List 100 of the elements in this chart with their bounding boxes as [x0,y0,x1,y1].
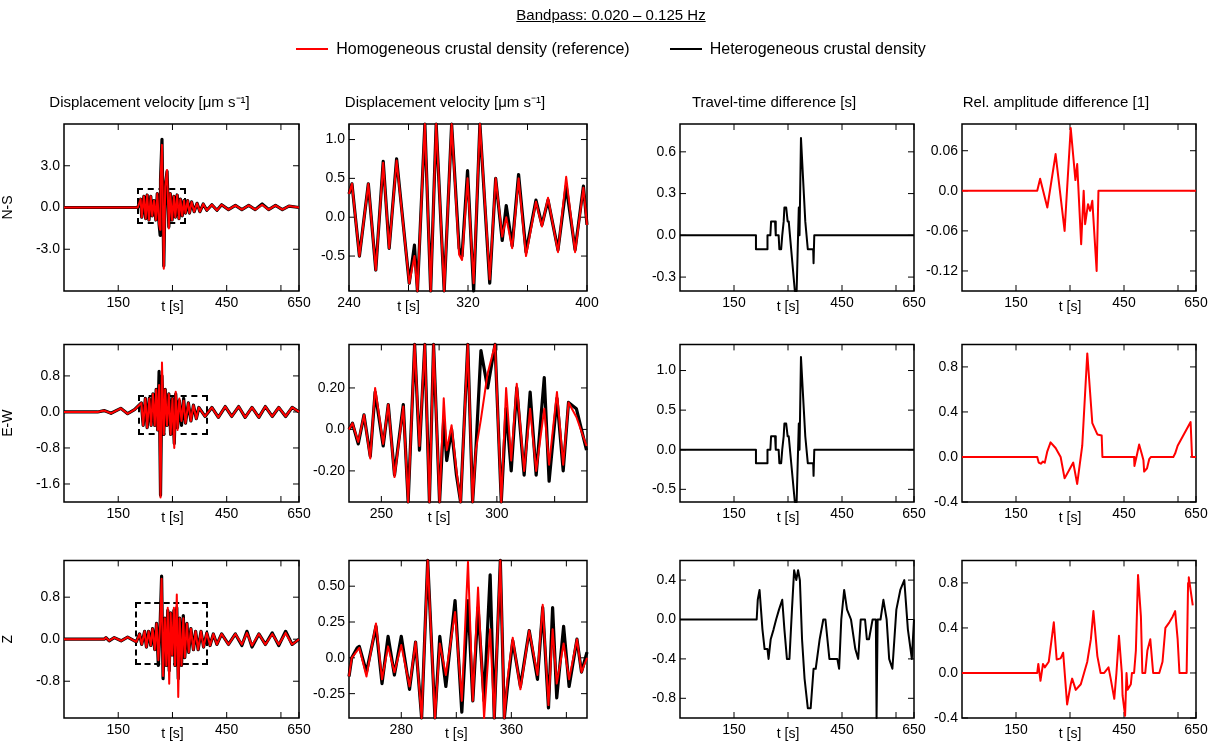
y-tick-label: -0.06 [926,221,959,238]
y-tick-label: 0.0 [938,447,959,464]
x-tick-label: 150 [722,721,746,738]
y-tick-label: 0.0 [40,630,61,647]
x-tick-label: 450 [215,721,239,738]
x-tick-label: 450 [1112,721,1136,738]
y-tick-label: -0.5 [320,246,346,263]
y-tick-label: -0.25 [313,684,346,701]
y-tick-label: 0.5 [656,400,677,417]
x-axis-title: t [s] [161,508,184,525]
legend-label: Homogeneous crustal density (reference) [336,40,630,58]
x-tick-label: 650 [1184,294,1208,311]
chart-title: Rel. amplitude difference [1] [962,93,1150,111]
x-axis-title: t [s] [776,297,800,314]
x-tick-label: 650 [287,505,311,522]
x-axis-title: t [s] [776,724,800,741]
y-tick-label: 0.06 [930,141,959,158]
x-axis-title: t [s] [1058,297,1082,314]
y-tick-label: 0.20 [317,378,346,395]
x-tick-label: 150 [106,721,131,738]
y-tick-label: -0.8 [35,438,61,455]
x-axis-title: t [s] [1058,508,1082,525]
x-tick-label: 240 [337,294,361,311]
x-tick-label: 150 [106,294,131,311]
legend-label: Heterogeneous crustal density [709,40,926,58]
x-axis-title: t [s] [445,724,468,741]
y-tick-label: -0.8 [35,672,61,689]
x-tick-label: 150 [1004,294,1028,311]
y-tick-label: 0.0 [656,226,677,243]
y-tick-label: 0.0 [325,648,346,665]
x-tick-label: 650 [287,721,311,738]
y-tick-label: -0.4 [651,649,677,666]
y-tick-label: 0.0 [325,420,346,437]
y-tick-label: 0.4 [938,618,959,635]
x-tick-label: 650 [1184,721,1208,738]
y-tick-label: -0.20 [313,461,346,478]
x-tick-label: 450 [1112,505,1136,522]
chart-title: Travel-time difference [s] [691,93,857,111]
y-tick-label: 1.0 [656,361,677,378]
y-tick-label: -0.8 [651,689,677,706]
y-tick-label: 0.50 [317,577,346,594]
y-tick-label: -0.3 [651,267,677,284]
x-tick-label: 650 [902,721,926,738]
x-tick-label: 320 [456,294,480,311]
x-tick-label: 150 [722,505,746,522]
y-tick-label: -1.6 [35,474,61,491]
y-tick-label: 0.0 [656,610,677,627]
x-tick-label: 450 [830,505,854,522]
x-tick-label: 300 [485,505,509,522]
y-axis-title: Z [0,634,16,644]
x-tick-label: 650 [902,294,926,311]
x-tick-label: 450 [830,294,854,311]
x-axis-title: t [s] [776,508,800,525]
y-tick-label: -3.0 [35,240,61,257]
y-tick-label: 0.3 [656,184,677,201]
y-tick-label: 0.6 [656,142,677,159]
x-tick-label: 150 [722,294,746,311]
x-tick-label: 650 [287,294,311,311]
chart-title: Displacement velocity [μm s⁻¹] [344,93,546,111]
y-tick-label: 0.8 [40,588,61,605]
x-tick-label: 150 [106,505,131,522]
x-tick-label: 450 [215,294,239,311]
y-tick-label: 0.5 [325,169,346,186]
x-tick-label: 450 [1112,294,1136,311]
x-tick-label: 650 [1184,505,1208,522]
y-tick-label: -0.4 [933,492,959,509]
x-tick-label: 150 [1004,721,1028,738]
y-tick-label: 0.0 [938,663,959,680]
x-axis-title: t [s] [1058,724,1082,741]
x-tick-label: 400 [575,294,599,311]
x-tick-label: 450 [215,505,239,522]
y-tick-label: 0.0 [325,208,346,225]
y-tick-label: 1.0 [325,130,346,147]
y-tick-label: -0.5 [651,480,677,497]
x-tick-label: 150 [1004,505,1028,522]
x-axis-title: t [s] [161,297,184,314]
x-axis-title: t [s] [161,724,184,741]
y-tick-label: -0.4 [933,708,959,725]
y-tick-label: 0.8 [40,366,61,383]
y-tick-label: 0.0 [40,402,61,419]
y-tick-label: 0.8 [938,573,959,590]
y-tick-label: 0.8 [938,357,959,374]
y-tick-label: 0.0 [938,181,959,198]
x-tick-label: 360 [499,721,524,738]
y-tick-label: 3.0 [40,156,61,173]
y-tick-label: 0.0 [656,440,677,457]
y-tick-label: 0.4 [938,402,959,419]
x-tick-label: 450 [830,721,854,738]
x-tick-label: 250 [369,505,394,522]
y-axis-title: E-W [0,408,16,437]
x-axis-title: t [s] [397,297,420,314]
x-tick-label: 650 [902,505,926,522]
y-axis-title: N-S [0,195,16,220]
y-tick-label: -0.12 [926,261,959,278]
chart-title: Displacement velocity [μm s⁻¹] [49,93,250,111]
y-tick-label: 0.25 [317,612,346,629]
y-tick-label: 0.4 [656,570,677,587]
y-tick-label: 0.0 [40,198,61,215]
x-tick-label: 280 [389,721,414,738]
x-axis-title: t [s] [427,508,451,525]
